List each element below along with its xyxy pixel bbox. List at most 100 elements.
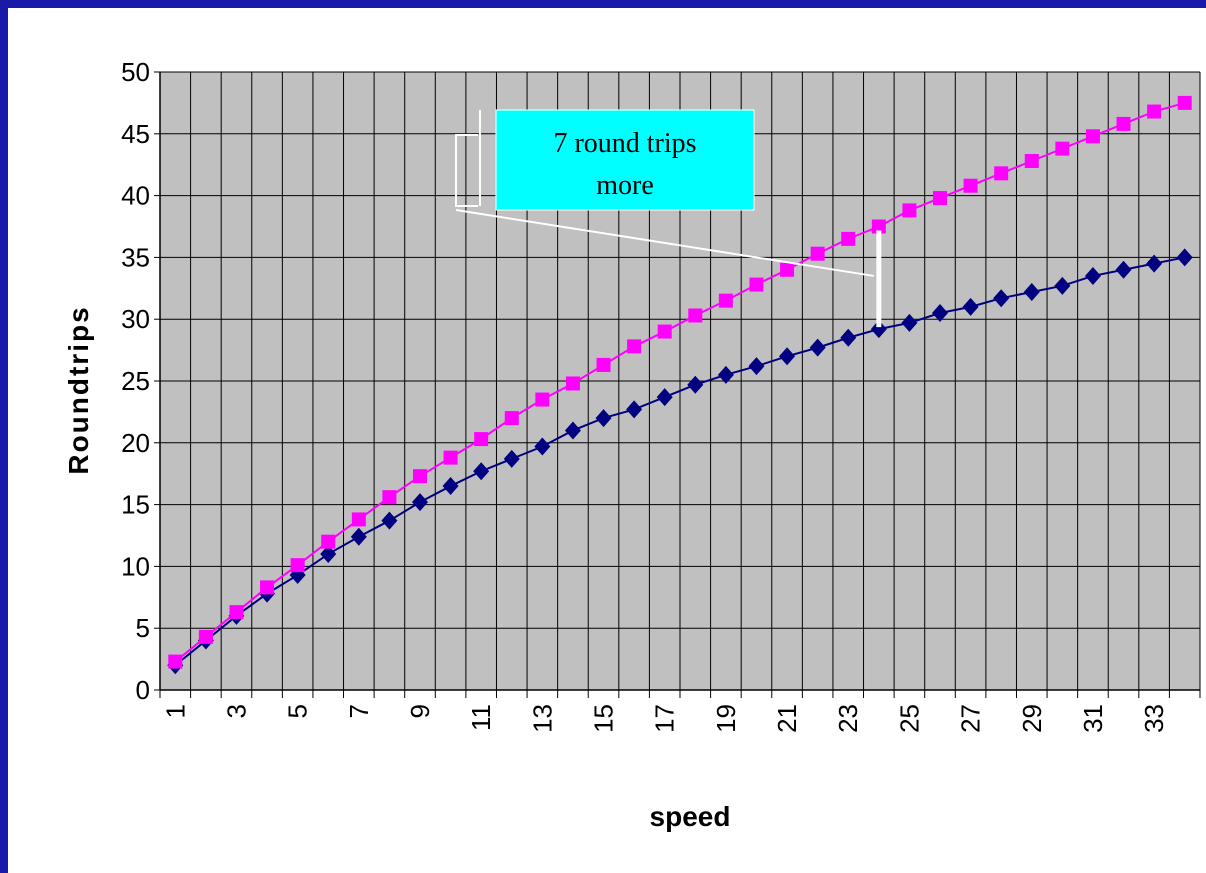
series-2-point — [535, 392, 550, 407]
series-1-line — [174, 256, 1185, 667]
y-axis-title: Roundtrips — [63, 305, 94, 474]
series-1-point — [534, 437, 551, 456]
y-tick-label: 20 — [121, 428, 150, 458]
series-1-point — [1084, 266, 1101, 285]
series-2-point — [718, 293, 733, 308]
series-1-point — [1054, 276, 1071, 295]
series-1-point — [687, 375, 704, 394]
series-1-point — [962, 297, 979, 316]
y-tick-label: 15 — [121, 490, 150, 520]
x-axis-title: speed — [650, 801, 731, 832]
series-1-point — [503, 449, 520, 468]
series-1-point — [901, 313, 918, 332]
series-2-point — [1177, 95, 1192, 110]
series-1-point — [350, 527, 367, 546]
x-tick-label: 33 — [1139, 704, 1169, 733]
callout-leader — [455, 209, 874, 277]
series-2-point — [229, 605, 244, 620]
series-2-point — [688, 308, 703, 323]
series-1-point — [779, 347, 796, 366]
series-2-point — [810, 246, 825, 261]
series-1-point — [1115, 260, 1132, 279]
series-1-point — [595, 409, 612, 428]
series-1-point — [412, 493, 428, 512]
x-tick-label: 1 — [160, 704, 190, 718]
x-tick-label: 19 — [711, 704, 741, 733]
series-2-point — [413, 469, 427, 484]
series-1-point — [717, 365, 734, 384]
series-1-point — [932, 304, 948, 323]
x-tick-label: 3 — [221, 704, 251, 718]
series-2-point — [443, 450, 458, 465]
x-tick-label: 15 — [589, 704, 619, 733]
x-tick-label: 9 — [405, 704, 435, 718]
y-tick-label: 35 — [121, 242, 150, 272]
series-2-point — [1055, 141, 1070, 156]
y-tick-label: 30 — [121, 304, 150, 334]
series-2-point — [871, 219, 886, 234]
x-tick-label: 25 — [894, 704, 924, 733]
x-tick-label: 31 — [1078, 704, 1108, 733]
series-2-point — [565, 376, 580, 391]
series-2-point — [1024, 153, 1039, 168]
y-tick-label: 25 — [121, 366, 150, 396]
x-tick-label: 23 — [833, 704, 863, 733]
series-1-point — [442, 477, 459, 496]
series-2-point — [627, 339, 642, 354]
callout-text-line2: more — [596, 170, 654, 201]
series-2-line — [174, 101, 1185, 663]
x-tick-label: 21 — [772, 704, 802, 733]
y-tick-label: 40 — [121, 181, 150, 211]
series-2-point — [596, 357, 611, 372]
series-2-point — [994, 166, 1009, 181]
series-1-point — [993, 289, 1010, 308]
y-tick-label: 50 — [121, 57, 150, 87]
callout-text-line1: 7 round trips — [553, 128, 696, 159]
x-tick-label: 17 — [650, 704, 680, 733]
y-tick-label: 10 — [121, 551, 150, 581]
series-2-point — [168, 654, 183, 669]
series-1-point — [564, 421, 581, 440]
series-2-point — [1116, 116, 1131, 131]
y-tick-label: 45 — [121, 119, 150, 149]
series-2-point — [382, 490, 397, 505]
slide: 0 5 10 15 20 25 30 35 40 45 50 1 3 5 7 9 11 13 15 17 19 21 23 2… — [8, 8, 1206, 873]
x-tick-label: 13 — [527, 704, 557, 733]
series-1-point — [626, 400, 643, 419]
series-2-point — [504, 411, 519, 426]
series-2-point — [963, 178, 978, 193]
series-2-point — [841, 231, 856, 246]
y-tick-label: 5 — [136, 613, 150, 643]
x-tick-label: 5 — [283, 704, 313, 718]
x-tick-label: 29 — [1017, 704, 1047, 733]
series-1-point — [748, 357, 765, 376]
callout-box — [495, 109, 755, 211]
series-2-point — [290, 558, 305, 573]
series-1-point — [870, 320, 887, 339]
series-2-point — [657, 324, 672, 339]
series-1-point — [809, 338, 826, 357]
series-2-point — [1147, 104, 1162, 119]
series-1-point — [473, 462, 490, 481]
x-tick-label: 11 — [466, 704, 496, 731]
series-2-point — [1085, 129, 1100, 144]
series-1-point — [381, 511, 398, 530]
y-tick-label: 0 — [136, 675, 150, 705]
series-2-point — [321, 534, 336, 549]
series-2-point — [351, 512, 366, 527]
series-2-point — [749, 277, 764, 292]
series-2-point — [780, 262, 795, 277]
series-2-point — [933, 191, 947, 206]
series-1-point — [656, 388, 673, 407]
x-tick-label: 27 — [956, 704, 986, 733]
series-2-point — [474, 432, 489, 447]
series-1-point — [1176, 248, 1193, 267]
series-2-point — [260, 580, 275, 595]
series-1-point — [840, 328, 857, 347]
x-tick-label: 7 — [344, 704, 374, 718]
series-1-point — [320, 545, 337, 564]
callout-bracket — [455, 134, 478, 207]
series-2-point — [902, 203, 917, 218]
series-2-point — [198, 629, 213, 644]
